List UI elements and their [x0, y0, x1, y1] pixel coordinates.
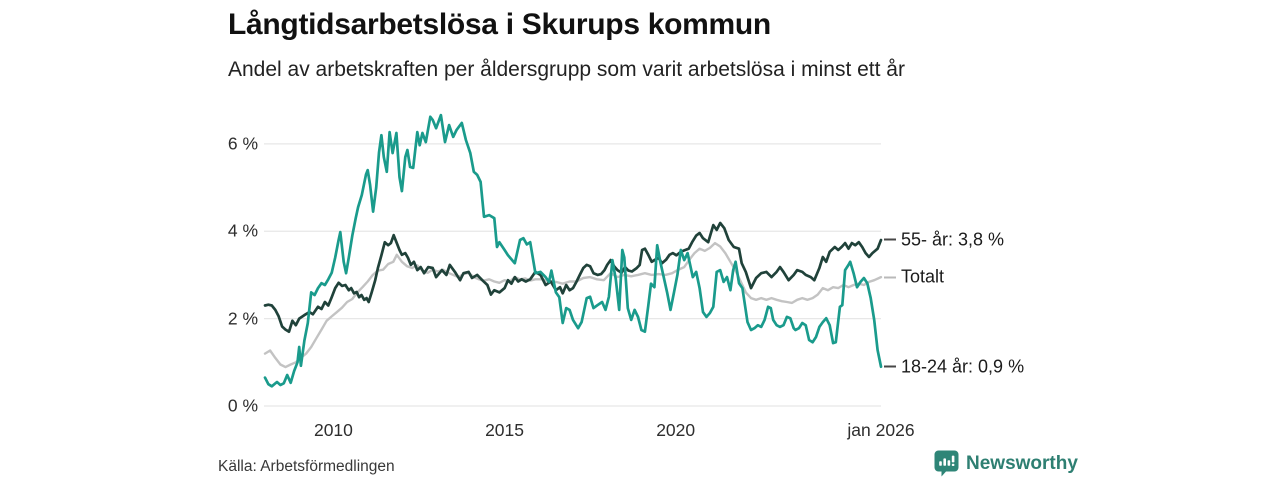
- series-line-18-24-r: [263, 113, 883, 388]
- x-tick-label: 2015: [485, 420, 525, 440]
- y-tick-label: 0 %: [227, 395, 258, 416]
- y-tick-label: 2 %: [227, 308, 258, 329]
- newsworthy-logo-text: Newsworthy: [966, 452, 1078, 474]
- end-label-tick: [884, 365, 896, 368]
- end-label-tick: [884, 238, 896, 241]
- x-tick-label: jan 2026: [847, 420, 915, 440]
- end-label-text: 55- år: 3,8 %: [901, 229, 1005, 250]
- y-tick-label: 6 %: [227, 133, 258, 154]
- x-tick-label: 2020: [656, 420, 696, 440]
- series-line-totalt: [263, 241, 883, 369]
- newsworthy-logo-icon: [934, 450, 959, 477]
- chart-subtitle: Andel av arbetskraften per åldersgrupp s…: [228, 58, 905, 81]
- end-label-55-ar: 55- år: 3,8 %: [884, 229, 1004, 250]
- end-label-text: Totalt: [901, 266, 945, 287]
- end-label-totalt: Totalt: [884, 267, 944, 288]
- end-label-18-24-ar: 18-24 år: 0,9 %: [884, 356, 1024, 377]
- chart-title: Långtidsarbetslösa i Skurups kommun: [228, 8, 771, 41]
- end-label-tick: [884, 276, 896, 279]
- x-tick-label: 2010: [313, 420, 353, 440]
- y-tick-label: 4 %: [227, 220, 258, 241]
- source-note: Källa: Arbetsförmedlingen: [218, 458, 395, 475]
- end-label-text: 18-24 år: 0,9 %: [901, 356, 1025, 377]
- series-line-55-r: [263, 221, 883, 334]
- newsworthy-brand: Newsworthy: [934, 450, 1078, 477]
